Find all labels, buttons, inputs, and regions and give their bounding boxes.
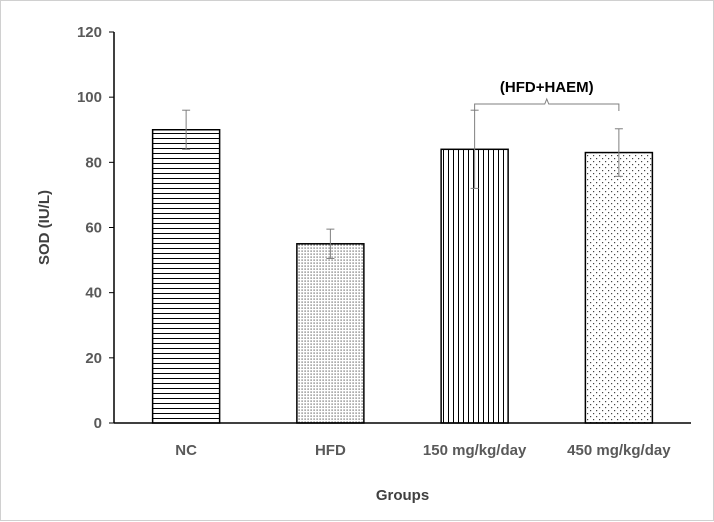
x-tick-label: 450 mg/kg/day xyxy=(567,442,671,459)
x-tick-label: HFD xyxy=(315,442,346,459)
error-bar-3 xyxy=(614,128,623,177)
y-tick-label: 80 xyxy=(85,154,102,171)
x-axis-title: Groups xyxy=(376,487,429,504)
bar-3 xyxy=(584,151,654,424)
y-tick-label: 100 xyxy=(77,89,102,106)
x-tick-label: 150 mg/kg/day xyxy=(423,442,527,459)
group-annotation: (HFD+HAEM) xyxy=(474,79,620,111)
annotation-brace xyxy=(474,97,620,111)
bar-1 xyxy=(296,243,365,424)
bars xyxy=(151,129,654,424)
y-tick-label: 60 xyxy=(85,220,102,237)
annotation-label: (HFD+HAEM) xyxy=(500,79,594,96)
bar-0 xyxy=(151,129,221,424)
bar-2 xyxy=(440,148,509,424)
y-axis-ticks: 0 20 40 60 80 100 120 xyxy=(77,24,114,432)
y-tick-label: 120 xyxy=(77,24,102,41)
error-bar-0 xyxy=(182,109,191,150)
error-bars xyxy=(182,109,623,259)
y-tick-label: 40 xyxy=(85,285,102,302)
y-tick-label: 0 xyxy=(94,415,102,432)
y-tick-label: 20 xyxy=(85,350,102,367)
error-bar-1 xyxy=(326,228,335,259)
x-tick-label: NC xyxy=(175,442,197,459)
y-axis-title: SOD (IU/L) xyxy=(36,190,53,265)
x-axis-tick-labels: NC HFD 150 mg/kg/day 450 mg/kg/day xyxy=(175,442,671,459)
